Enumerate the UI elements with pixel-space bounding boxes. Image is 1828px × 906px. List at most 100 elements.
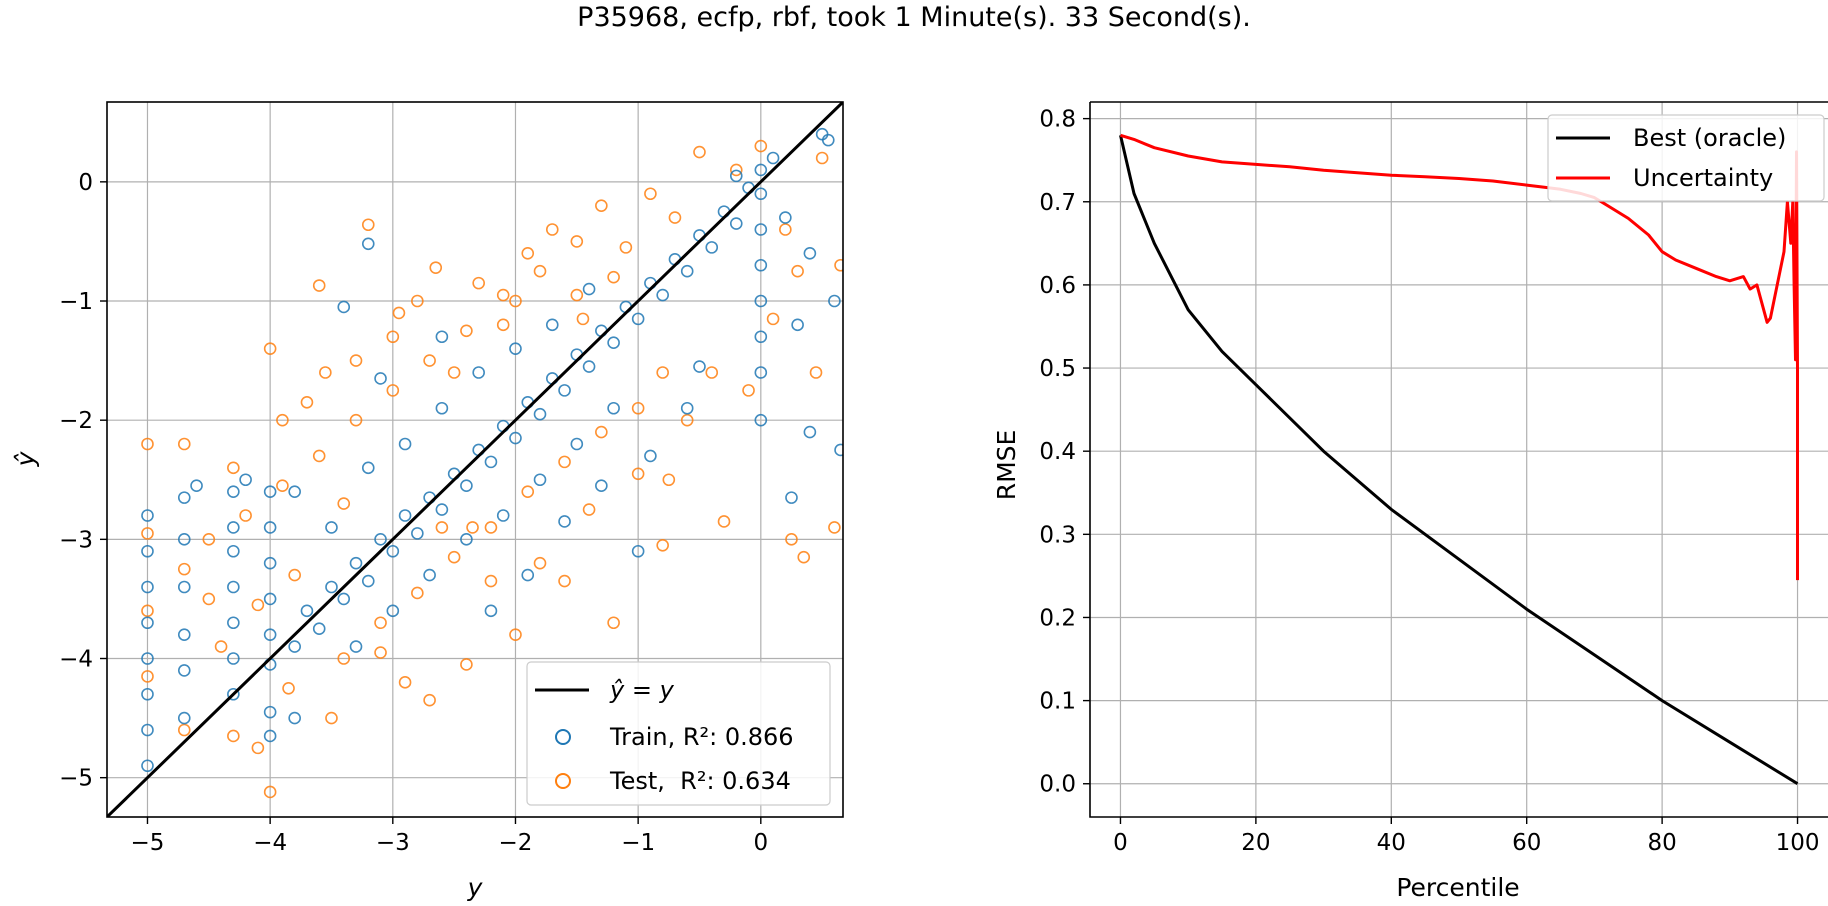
train-point [821, 133, 835, 147]
train-point [386, 544, 400, 558]
train-point [177, 711, 191, 725]
train-point [227, 652, 240, 665]
train-point [349, 556, 363, 570]
test-point [300, 395, 314, 409]
train-point [361, 574, 375, 588]
test-point [533, 264, 547, 278]
train-point [828, 294, 841, 308]
test-point [521, 247, 535, 260]
test-point [460, 658, 473, 671]
test-point [729, 163, 743, 177]
parity-plot-frame [106, 101, 844, 818]
test-point [754, 139, 768, 153]
train-point [779, 211, 792, 224]
legend-oracle-label: Best (oracle) [1633, 124, 1786, 152]
test-point [815, 151, 829, 165]
test-point [693, 145, 706, 159]
train-point [141, 580, 154, 594]
train-point [300, 604, 314, 618]
test-point [319, 366, 332, 379]
train-point [141, 723, 154, 737]
train-point [460, 533, 473, 546]
train-point [361, 237, 375, 251]
test-point [828, 521, 841, 534]
test-point [177, 723, 191, 737]
test-point [141, 604, 154, 618]
train-point [754, 366, 768, 379]
parity-y-tick-label: −2 [59, 408, 93, 434]
rmse-y-tick-label: 0.6 [1039, 273, 1076, 299]
train-point [680, 264, 694, 278]
train-point [263, 628, 277, 641]
parity-y-ticks: −5 −4 −3 −2 −1 0 [59, 170, 107, 792]
train-point [337, 592, 351, 606]
train-point [754, 187, 768, 201]
test-point [361, 218, 375, 232]
train-point [141, 509, 154, 522]
rmse-y-tick-label: 0.1 [1039, 689, 1076, 715]
test-point [595, 199, 608, 212]
train-point [729, 169, 743, 183]
train-point [263, 592, 277, 606]
test-point [545, 223, 559, 236]
train-point [177, 580, 191, 594]
train-point [239, 473, 252, 487]
parity-x-tick-label: 0 [753, 830, 768, 856]
train-point [263, 521, 277, 534]
test-point [263, 342, 277, 355]
parity-y-tick-label: 0 [78, 170, 93, 196]
legend-test-marker [555, 773, 571, 789]
test-point [202, 592, 216, 606]
test-point [680, 413, 694, 427]
train-point [484, 604, 498, 618]
rmse-x-tick-label: 0 [1113, 830, 1128, 856]
test-point [239, 509, 252, 522]
parity-legend-box [526, 661, 831, 806]
test-point [705, 366, 719, 379]
test-point [484, 574, 498, 588]
parity-x-ticks: −5 −4 −3 −2 −1 0 [131, 817, 768, 856]
oracle-line [1119, 134, 1799, 785]
rmse-plot: 0 20 40 60 80 100 0.0 0.1 0.2 0.3 0.4 0.5 0.6 0.7 0.8… [992, 101, 1828, 902]
test-point [662, 473, 676, 487]
parity-y-axis-label: ŷ [11, 450, 40, 467]
rmse-y-tick-label: 0.7 [1039, 190, 1076, 216]
train-point [398, 437, 412, 451]
test-point [227, 729, 240, 743]
test-point [374, 616, 387, 630]
rmse-y-tick-label: 0.2 [1039, 605, 1076, 631]
test-point [576, 312, 590, 326]
test-point [386, 384, 400, 397]
train-point [803, 247, 817, 260]
test-point [227, 461, 240, 475]
parity-x-tick-label: −3 [376, 830, 410, 856]
test-point [834, 258, 843, 272]
test-point [392, 306, 406, 320]
train-point [141, 544, 154, 558]
train-point [558, 515, 571, 528]
test-point [717, 515, 731, 528]
train-point [754, 223, 768, 236]
test-point [509, 628, 522, 641]
train-point [705, 241, 719, 254]
test-point [282, 681, 295, 695]
train-point [177, 491, 191, 504]
train-point [803, 425, 817, 439]
train-point [693, 360, 706, 373]
rmse-x-tick-label: 80 [1647, 830, 1676, 856]
rmse-x-axis-label: Percentile [1396, 873, 1519, 902]
legend-test-label: Test, R²: 0.634 [609, 767, 791, 795]
rmse-y-tick-label: 0.4 [1039, 439, 1076, 465]
test-point [595, 425, 608, 439]
test-point [766, 312, 780, 326]
train-point [227, 687, 240, 701]
figure-title: P35968, ecfp, rbf, took 1 Minute(s). 33 … [577, 2, 1251, 33]
test-point [276, 413, 289, 427]
test-point [631, 467, 645, 481]
test-point [337, 497, 351, 510]
train-point [472, 366, 485, 379]
train-point [558, 384, 571, 397]
train-point [227, 521, 240, 534]
rmse-legend-box [1547, 114, 1825, 202]
test-point [509, 294, 522, 308]
